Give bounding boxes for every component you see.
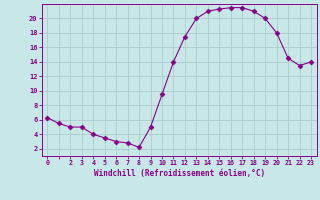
- X-axis label: Windchill (Refroidissement éolien,°C): Windchill (Refroidissement éolien,°C): [94, 169, 265, 178]
